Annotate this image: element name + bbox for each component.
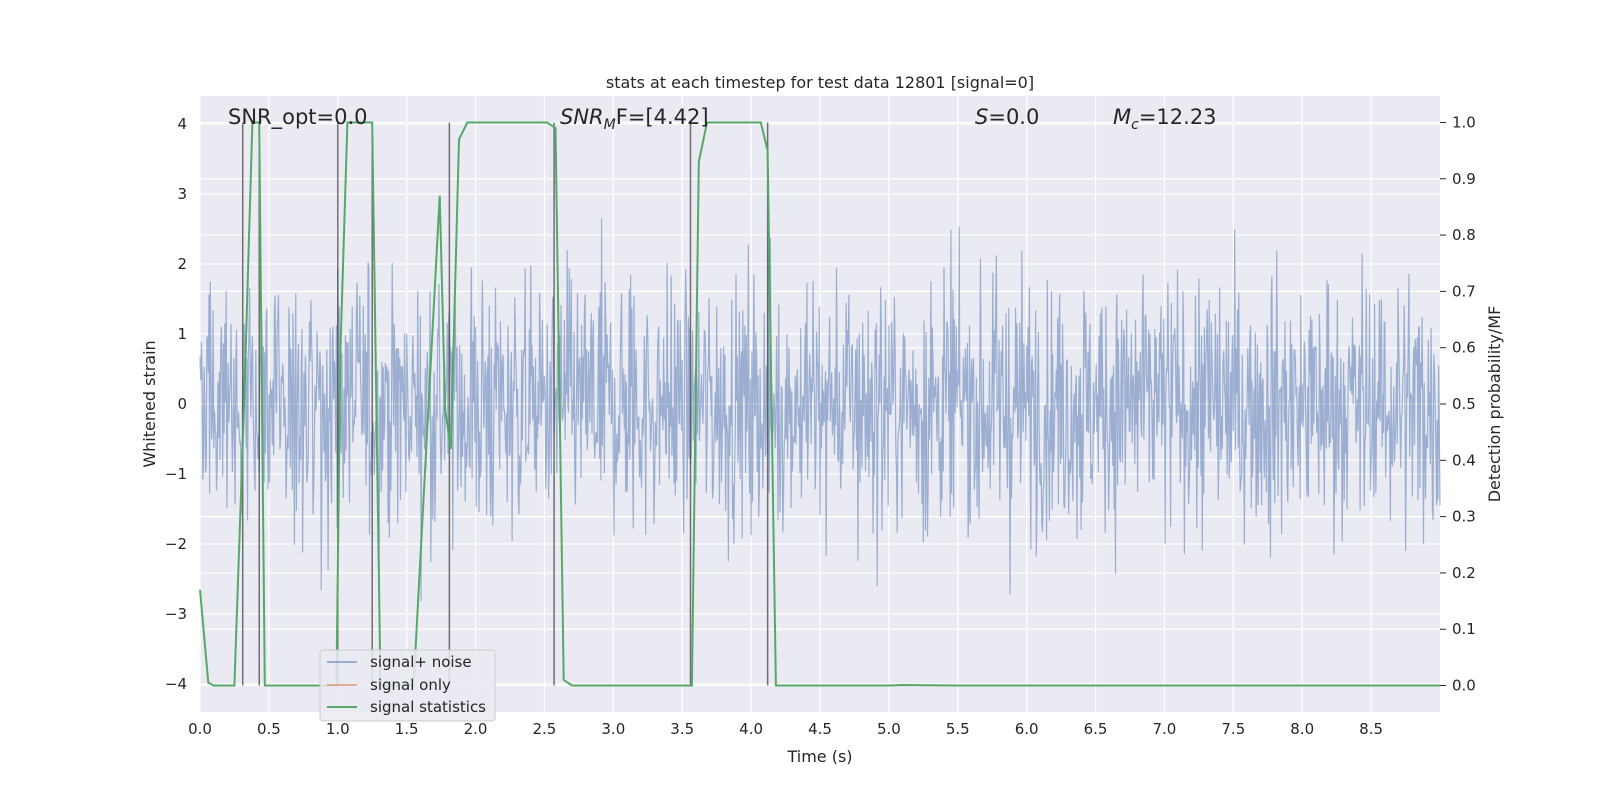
- y2-tick-label: 0.5: [1452, 395, 1476, 413]
- legend: signal+ noise signal only signal statist…: [319, 649, 496, 722]
- statistics-line: [199, 121, 1440, 687]
- y-tick-label: 1: [177, 325, 187, 343]
- y-tick-label: −2: [165, 535, 187, 553]
- annotation-mc: Mc=12.23: [1113, 105, 1217, 133]
- x-tick-label: 7.5: [1221, 720, 1245, 738]
- y2-tick-label: 0.4: [1452, 451, 1476, 469]
- x-tick-label: 3.0: [601, 720, 625, 738]
- y2-tick-label: 0.0: [1452, 677, 1476, 695]
- x-tick-label: 0.5: [257, 720, 281, 738]
- y2-tick-label: 0.2: [1452, 564, 1476, 582]
- y2-tick-label: 0.9: [1452, 170, 1476, 188]
- y-tick-label: 4: [177, 115, 187, 133]
- x-tick-label: 1.0: [326, 720, 350, 738]
- x-tick-label: 6.5: [1084, 720, 1108, 738]
- x-tick-label: 4.5: [808, 720, 832, 738]
- y2-tick-label: 0.6: [1452, 339, 1476, 357]
- x-tick-label: 8.0: [1290, 720, 1314, 738]
- y-tick-label: −1: [165, 465, 187, 483]
- x-tick-label: 2.0: [464, 720, 488, 738]
- y-tick-label: −3: [165, 605, 187, 623]
- s-italic: S: [975, 105, 988, 129]
- y-tick-label: 0: [177, 395, 187, 413]
- mc-sub: c: [1131, 117, 1139, 133]
- annotation-snr-opt: SNR_opt=0.0: [228, 105, 368, 130]
- y2-tick-label: 0.1: [1452, 620, 1476, 638]
- annotation-snr-mf: SNRMF=[4.42]: [560, 105, 709, 133]
- x-tick-label: 1.5: [395, 720, 419, 738]
- x-tick-label: 8.5: [1359, 720, 1383, 738]
- x-tick-label: 3.5: [670, 720, 694, 738]
- x-tick-label: 4.0: [739, 720, 763, 738]
- snr-mf-main: SNR: [560, 105, 604, 129]
- annotation-s: S=0.0: [975, 105, 1039, 129]
- y-tick-label: −4: [165, 675, 187, 693]
- legend-label-noise: signal+ noise: [370, 653, 472, 671]
- s-rest: =0.0: [988, 105, 1039, 129]
- y2-tick-labels: 0.0 0.1 0.2 0.3 0.4 0.5 0.6 0.7 0.8 0.9 1.0: [1452, 113, 1476, 694]
- y2-axis-label: Detection probability/MF: [1485, 306, 1504, 503]
- y2-tick-label: 0.3: [1452, 508, 1476, 526]
- snr-mf-rest: F=[4.42]: [616, 105, 709, 129]
- series-signal-statistics: [199, 121, 1440, 687]
- y-tick-label: 2: [177, 255, 187, 273]
- y2-tick-label: 0.8: [1452, 226, 1476, 244]
- x-tick-label: 5.5: [946, 720, 970, 738]
- y-tick-label: 3: [177, 185, 187, 203]
- chart-title: stats at each timestep for test data 128…: [606, 73, 1034, 92]
- legend-box: [319, 649, 496, 722]
- x-tick-label: 5.0: [877, 720, 901, 738]
- legend-label-signal-only: signal only: [370, 676, 451, 694]
- x-tick-label: 0.0: [188, 720, 212, 738]
- series-signal-noise: [199, 218, 1441, 602]
- noise-line: [199, 218, 1441, 602]
- y2-tick-label: 1.0: [1452, 113, 1476, 131]
- x-tick-label: 7.0: [1153, 720, 1177, 738]
- y-axis-label: Whitened strain: [140, 340, 159, 467]
- snr-mf-sub: M: [604, 117, 616, 133]
- mc-main: M: [1113, 105, 1131, 129]
- x-tick-labels: 0.0 0.5 1.0 1.5 2.0 2.5 3.0 3.5 4.0 4.5 5.0 5.5 6.0 6…: [188, 720, 1383, 738]
- legend-label-statistics: signal statistics: [370, 698, 486, 716]
- x-axis-label: Time (s): [786, 747, 852, 766]
- x-tick-label: 2.5: [533, 720, 557, 738]
- y2-tick-label: 0.7: [1452, 282, 1476, 300]
- y-tick-labels: −4 −3 −2 −1 0 1 2 3 4: [165, 115, 187, 693]
- mc-rest: =12.23: [1139, 105, 1217, 129]
- x-tick-label: 6.0: [1015, 720, 1039, 738]
